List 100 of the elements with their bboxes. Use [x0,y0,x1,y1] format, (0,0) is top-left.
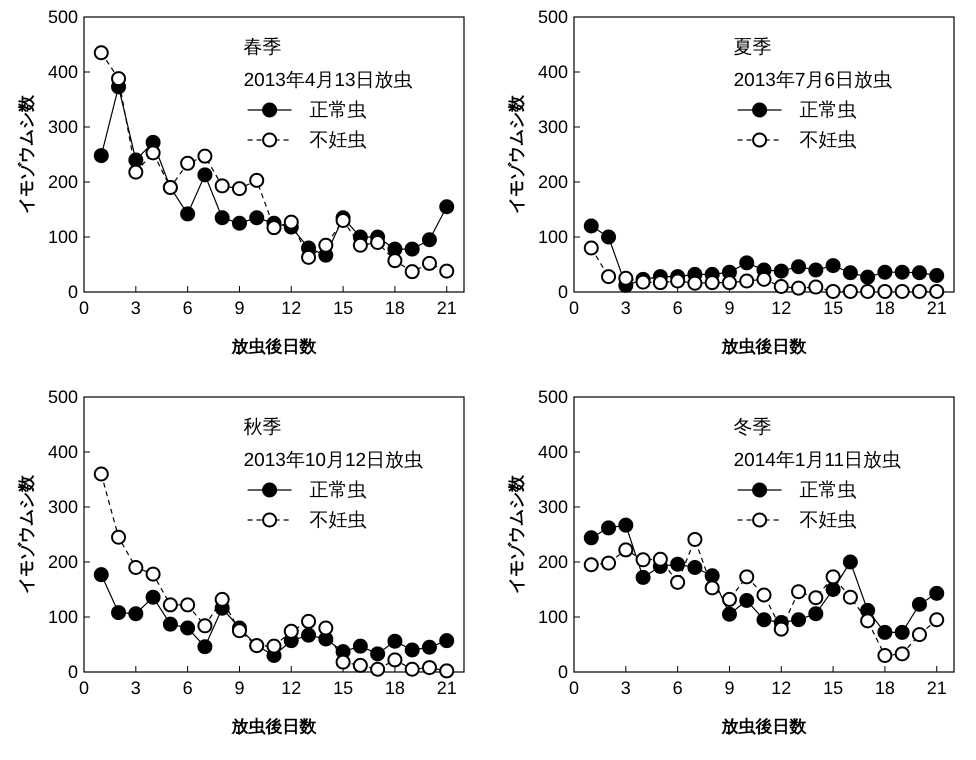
point [146,590,161,605]
point [687,276,702,291]
x-tick-label: 15 [823,678,844,698]
point [162,597,178,612]
x-tick-label: 3 [620,298,631,318]
x-tick-label: 15 [823,298,844,318]
y-tick-label: 300 [48,117,78,137]
point [439,663,454,678]
y-tick-label: 300 [538,497,568,517]
point [601,556,616,571]
point [756,588,772,602]
point [370,646,386,662]
legend-label: 不妊虫 [310,510,367,531]
point [266,638,282,654]
y-tick-label: 0 [68,662,78,682]
x-tick-label: 12 [771,678,792,698]
point [877,624,892,640]
point [439,264,454,279]
legend-label: 不妊虫 [310,130,367,151]
point [370,235,386,250]
text: 2013年4月13日放虫 [244,70,413,91]
point [929,612,944,628]
point [162,616,178,632]
y-tick-label: 100 [48,607,78,627]
point [808,590,824,606]
x-tick-label: 18 [384,678,405,698]
x-tick-label: 3 [130,298,141,318]
point [722,592,737,607]
point [146,145,161,160]
y-tick-label: 500 [48,387,78,407]
point [756,272,772,287]
point [636,274,651,290]
point [929,586,944,601]
point [387,634,402,649]
point [404,642,420,658]
point [352,238,368,253]
point [94,567,109,582]
point [860,613,876,628]
text: 2013年7月6日放虫 [734,70,892,91]
y-tick-label: 400 [48,62,78,82]
y-tick-label: 100 [538,227,568,247]
point [774,622,789,637]
x-tick-label: 6 [182,298,193,318]
point [704,580,720,596]
point [128,560,144,575]
point [439,633,454,648]
text: 秋季 [244,417,282,438]
point [146,566,161,582]
point [877,264,892,280]
point [214,178,230,194]
point [422,660,437,676]
x-tick-label: 21 [926,298,947,318]
legend-label: 正常虫 [800,100,857,121]
point [197,639,212,654]
point [336,654,351,670]
legend-label: 不妊虫 [800,510,857,531]
y-axis-title: イモゾウムシ数 [507,474,526,594]
point [739,593,754,608]
point [422,232,437,248]
point [439,199,454,214]
x-tick-label: 3 [620,678,631,698]
point [704,275,720,290]
point [232,216,247,231]
point [422,640,437,655]
point [249,210,264,226]
point [94,148,109,164]
point [722,275,737,290]
point [284,214,299,230]
x-axis-title: 放虫後日数 [230,337,318,356]
x-tick-label: 6 [672,298,683,318]
point [687,532,702,547]
y-tick-label: 200 [48,172,78,192]
y-tick-label: 500 [538,387,568,407]
text: 夏季 [734,37,772,58]
y-tick-label: 100 [538,607,568,627]
y-tick-label: 300 [538,117,568,137]
y-tick-label: 400 [538,62,568,82]
point [877,648,892,663]
x-tick-label: 9 [234,298,244,318]
point [180,206,196,222]
point [912,627,927,642]
point [739,274,754,288]
point [894,624,910,640]
point [894,264,910,280]
point [284,624,299,639]
point [929,268,944,283]
x-tick-label: 6 [672,678,683,698]
point [584,557,599,572]
point [232,181,247,196]
point [791,259,806,274]
point [774,279,789,294]
point [791,584,806,600]
point [636,570,651,585]
x-tick-label: 18 [874,678,895,698]
point [860,284,876,299]
point [842,265,858,280]
x-axis-title: 放虫後日数 [720,717,808,736]
point [860,270,876,285]
y-tick-label: 500 [48,7,78,27]
point [111,530,126,545]
